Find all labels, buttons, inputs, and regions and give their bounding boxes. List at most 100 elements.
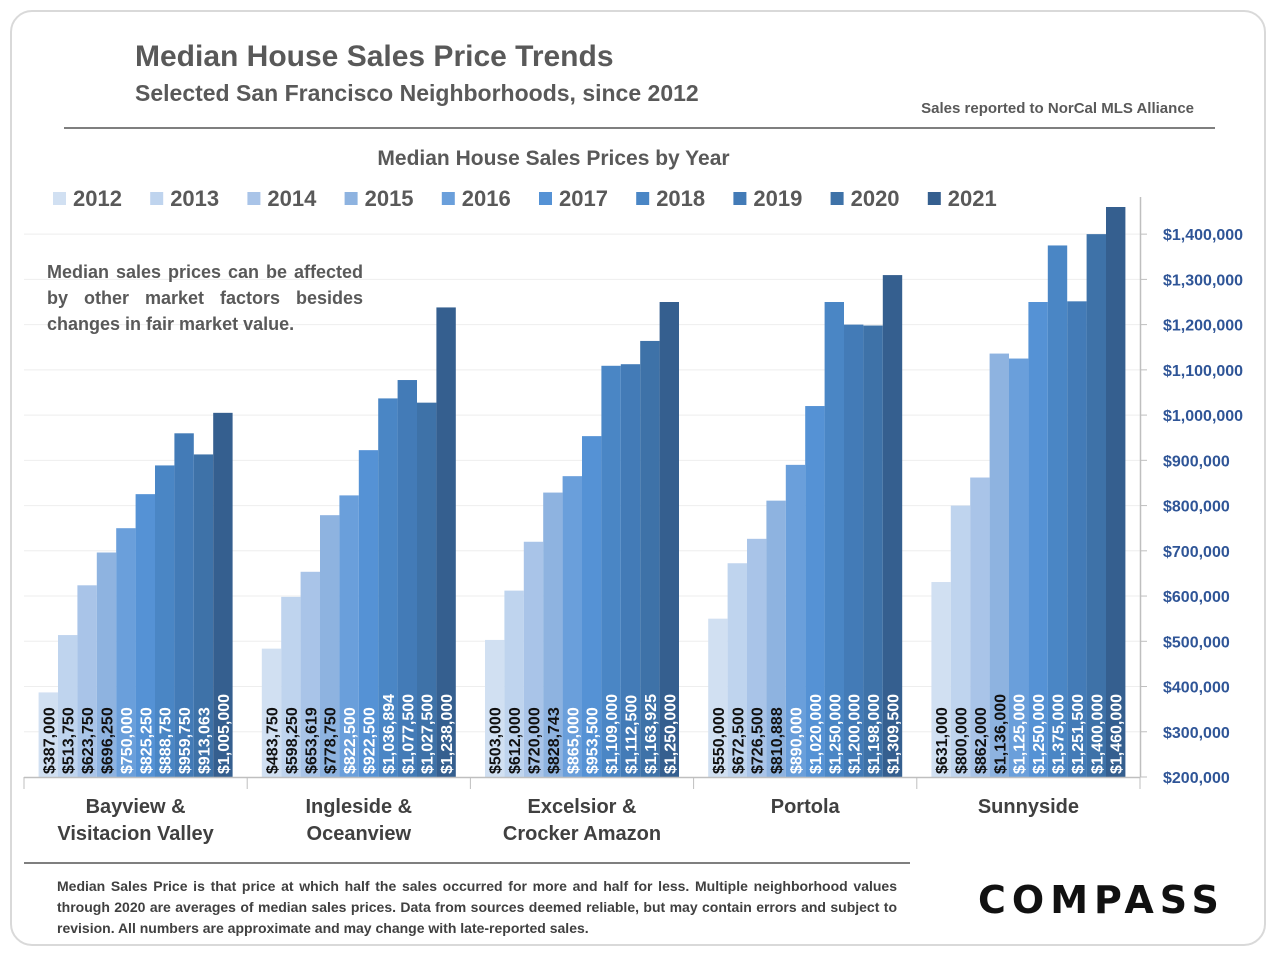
legend-swatch-2015	[344, 192, 358, 205]
data-label: $953,500	[585, 707, 602, 774]
data-label: $800,000	[954, 707, 971, 774]
data-label: $810,888	[769, 707, 786, 774]
data-label: $865,000	[565, 707, 582, 774]
data-label: $825,250	[138, 707, 155, 774]
bar-2012-3	[708, 618, 728, 777]
legend-label-2016: 2016	[462, 186, 511, 211]
y-tick-label: $800,000	[1163, 499, 1230, 516]
y-tick-label: $700,000	[1163, 544, 1230, 561]
legend-swatch-2014	[247, 192, 261, 205]
data-label: $890,000	[789, 707, 806, 774]
legend-label-2017: 2017	[559, 186, 608, 211]
bar-2013-3	[727, 563, 747, 777]
data-label: $696,250	[100, 707, 117, 774]
y-tick-label: $600,000	[1163, 589, 1230, 606]
page-subtitle: Selected San Francisco Neighborhoods, si…	[135, 80, 699, 106]
bar-2021-4	[1106, 207, 1126, 777]
category-label: Crocker Amazon	[503, 823, 661, 845]
bar-2015-3	[766, 500, 786, 777]
bar-2013-1	[281, 596, 301, 777]
legend-swatch-2018	[636, 192, 650, 205]
category-label: Sunnyside	[978, 796, 1079, 818]
category-label: Ingleside &	[305, 796, 412, 818]
bar-2015-2	[543, 492, 563, 777]
legend-label-2018: 2018	[656, 186, 705, 211]
legend-swatch-2021	[927, 192, 941, 205]
bar-2021-3	[882, 275, 903, 777]
data-label: $598,250	[284, 707, 301, 774]
data-label: $1,109,000	[604, 694, 621, 774]
bar-2013-0	[58, 635, 78, 777]
header-divider	[64, 127, 1215, 129]
data-label: $888,750	[158, 707, 175, 774]
legend-swatch-2016	[441, 192, 455, 205]
data-label: $828,743	[546, 707, 563, 774]
bar-2015-4	[989, 353, 1009, 777]
chart-title: Median House Sales Prices by Year	[377, 147, 730, 170]
bar-2013-2	[504, 590, 524, 777]
y-tick-label: $1,300,000	[1163, 272, 1243, 289]
bar-2014-3	[747, 538, 767, 777]
data-label: $862,000	[973, 707, 990, 774]
page-title: Median House Sales Price Trends	[135, 40, 614, 73]
bar-2018-2	[601, 365, 621, 777]
data-label: $623,750	[80, 707, 97, 774]
legend-label-2021: 2021	[948, 186, 997, 211]
data-label: $1,112,500	[624, 695, 641, 774]
bar-2012-0	[38, 692, 58, 777]
y-tick-label: $1,100,000	[1163, 363, 1243, 380]
category-label: Excelsior &	[528, 796, 637, 818]
data-label: $1,400,000	[1089, 694, 1106, 774]
category-label: Visitacion Valley	[57, 823, 214, 845]
data-label: $1,375,000	[1051, 694, 1068, 774]
bar-2019-4	[1067, 301, 1087, 777]
data-label: $1,309,500	[886, 694, 903, 774]
bar-2021-0	[213, 412, 233, 777]
compass-logo: COMPASS	[978, 878, 1225, 922]
bar-2021-1	[436, 307, 456, 777]
category-label: Portola	[771, 796, 841, 818]
data-label: $1,125,000	[1012, 694, 1029, 774]
footnote: Median Sales Price is that price at whic…	[57, 878, 897, 936]
legend-label-2014: 2014	[267, 186, 317, 211]
data-label: $1,200,000	[847, 694, 864, 774]
data-label: $913,063	[197, 707, 214, 774]
data-label: $1,250,000	[662, 694, 679, 774]
y-tick-label: $300,000	[1163, 725, 1230, 742]
bar-2016-1	[339, 495, 359, 777]
legend-swatch-2019	[733, 192, 747, 205]
category-label: Bayview &	[86, 796, 186, 818]
data-label: $1,005,000	[216, 694, 233, 774]
bar-2012-1	[261, 648, 282, 777]
bar-2016-3	[785, 464, 806, 777]
data-label: $1,250,000	[1031, 694, 1048, 774]
data-label: $959,750	[177, 707, 194, 774]
data-label: $1,163,925	[643, 694, 660, 774]
data-label: $726,500	[750, 707, 767, 774]
source-note: Sales reported to NorCal MLS Alliance	[921, 100, 1194, 117]
data-label: $672,500	[730, 707, 747, 774]
bar-2014-1	[300, 571, 320, 777]
data-label: $1,198,000	[866, 694, 883, 774]
data-label: $778,750	[323, 707, 340, 774]
bar-2012-2	[485, 639, 505, 777]
bar-2017-1	[358, 450, 379, 777]
y-tick-label: $500,000	[1163, 634, 1230, 651]
data-label: $1,250,000	[827, 694, 844, 774]
bar-2014-4	[970, 477, 990, 777]
bar-2018-1	[378, 398, 398, 777]
bar-2021-2	[659, 302, 679, 777]
bar-2017-4	[1028, 302, 1048, 777]
bar-2016-2	[562, 476, 582, 777]
data-label: $503,000	[488, 707, 505, 774]
data-label: $631,000	[934, 707, 951, 774]
data-label: $483,750	[265, 707, 282, 774]
bar-2015-0	[96, 552, 117, 777]
bar-2019-0	[174, 433, 194, 777]
data-label: $550,000	[711, 707, 728, 774]
legend-label-2019: 2019	[753, 186, 802, 211]
data-label: $387,000	[41, 707, 58, 774]
data-label: $1,036,894	[381, 694, 398, 774]
y-tick-label: $200,000	[1163, 770, 1230, 787]
